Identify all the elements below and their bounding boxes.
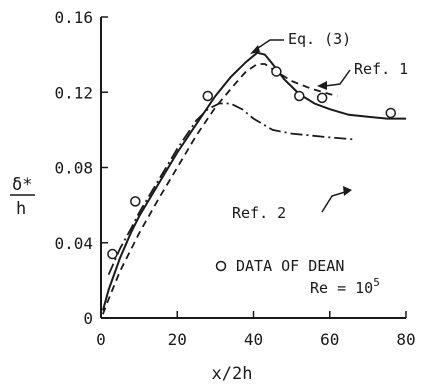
y-tick-label: 0 [83,309,93,328]
x-tick-label: 80 [396,330,415,349]
data-markers [107,66,396,260]
leader-eq3-arrow [250,45,260,54]
label-ref2: Ref. 2 [232,204,286,222]
legend-marker [215,260,227,272]
legend-label: DATA OF DEAN [236,257,344,275]
x-tick-label: 0 [96,330,106,349]
reynolds-exponent: 5 [373,276,380,289]
label-eq3: Eq. (3) [288,30,351,48]
reynolds-label: Re = 105 [310,276,380,297]
y-tick-label: 0.16 [54,8,93,27]
data-point [385,107,396,119]
data-point [130,196,141,207]
leader-eq3 [254,39,284,51]
data-point [271,66,282,77]
y-tick-label: 0.12 [54,83,93,102]
axis-ticks [100,16,407,319]
tick-labels: 0 20 40 60 80 0 0.04 0.08 0.12 0.16 [54,8,415,349]
leader-ref1 [324,69,351,87]
y-axis-label-numerator: δ* [12,175,32,195]
data-point [316,92,328,104]
leader-ref1-arrow [317,81,327,90]
series-line-ref2 [107,102,353,276]
series-line-ref1 [102,63,338,315]
y-tick-label: 0.08 [54,159,93,178]
label-ref1: Ref. 1 [354,60,408,78]
x-axis-label: x/2h [212,364,253,384]
data-point [294,90,305,102]
data-point [202,90,213,102]
y-tick-label: 0.04 [54,234,93,253]
leader-ref2-arrow [343,186,352,196]
x-tick-label: 20 [168,330,187,349]
leader-ref2 [321,191,346,213]
series-line-eq3 [101,51,406,311]
x-tick-label: 40 [244,330,263,349]
data-point [107,248,118,260]
x-tick-label: 60 [320,330,339,349]
y-axis-label-denominator: h [16,199,26,219]
